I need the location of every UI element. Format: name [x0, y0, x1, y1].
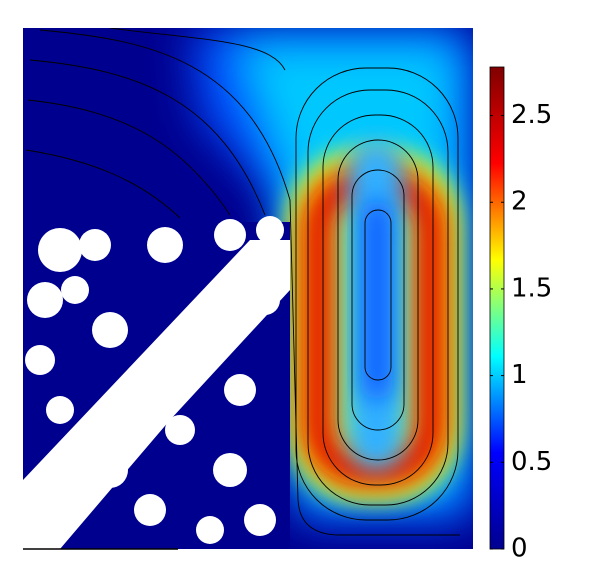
- colorbar-tick-label: 2: [511, 187, 528, 217]
- streamlines: [25, 28, 460, 536]
- colorbar-tick-label: 0.5: [511, 447, 552, 477]
- colorbar-tick-label: 2.5: [511, 100, 552, 130]
- colorbar: [489, 66, 505, 550]
- colorbar-tick-label: 1.5: [511, 273, 552, 303]
- colorbar-tick-label: 0: [511, 534, 528, 564]
- field: [23, 28, 473, 549]
- obstacles: [23, 216, 290, 549]
- colorbar-tick-label: 1: [511, 360, 528, 390]
